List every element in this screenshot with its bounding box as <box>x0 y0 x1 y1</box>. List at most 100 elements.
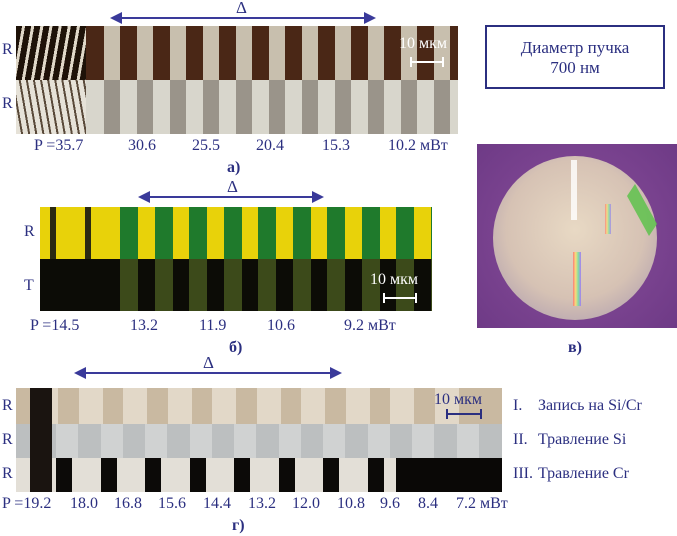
written-line-b <box>430 207 432 259</box>
scale-label-a: 10 мкм <box>399 35 448 52</box>
micrograph-g-etch-cr <box>16 458 502 492</box>
written-line-g3 <box>234 458 250 492</box>
written-line-a <box>401 26 417 80</box>
caption-v: в) <box>568 339 582 356</box>
micrograph-a-bottom <box>16 80 458 134</box>
disc-rainbow-right <box>605 204 611 234</box>
written-line-b <box>396 207 414 259</box>
power-a-2: 25.5 <box>192 137 220 154</box>
written-line-a-r <box>269 80 285 134</box>
written-line-g1 <box>345 388 370 424</box>
written-line-b-t <box>189 259 207 311</box>
delta-arrow-a-left <box>110 12 122 24</box>
written-line-a <box>203 26 219 80</box>
written-line-g3 <box>189 458 206 492</box>
written-line-a-r <box>335 80 351 134</box>
micrograph-a-top <box>16 26 458 80</box>
scale-label-b: 10 мкм <box>370 271 419 288</box>
disc-photo <box>477 144 677 328</box>
written-line-b-t <box>292 259 311 311</box>
disc-rainbow-bottom <box>573 252 581 306</box>
delta-arrow-g-left <box>74 367 86 379</box>
power-g-7: 10.8 <box>337 495 365 512</box>
written-line-a <box>269 26 285 80</box>
power-g-3: 15.6 <box>158 495 186 512</box>
written-line-a <box>368 26 384 80</box>
power-g-1: 18.0 <box>70 495 98 512</box>
written-line-g2 <box>234 424 256 458</box>
written-line-a <box>434 26 450 80</box>
written-line-a-r <box>368 80 384 134</box>
written-line-b <box>223 207 242 259</box>
written-line-b-t <box>430 259 432 311</box>
power-a-5: 10.2 мВт <box>388 137 448 154</box>
written-line-b-edge <box>50 207 56 259</box>
delta-arrow-a-right <box>364 12 376 24</box>
micrograph-b-transmission <box>40 259 432 311</box>
written-line-g2 <box>100 424 123 458</box>
written-line-g2 <box>145 424 167 458</box>
written-line-a <box>104 26 120 80</box>
written-line-g2 <box>323 424 345 458</box>
written-line-g1 <box>78 388 103 424</box>
caption-g: г) <box>232 517 245 534</box>
written-line-g1 <box>256 388 281 424</box>
power-b-2: 11.9 <box>199 317 227 334</box>
written-line-a <box>137 26 153 80</box>
micrograph-g-etch-si <box>16 424 502 458</box>
written-line-g1 <box>301 388 325 424</box>
written-line-g2 <box>412 424 434 458</box>
written-line-g2 <box>456 424 479 458</box>
power-b-4: 9.2 мВт <box>344 317 396 334</box>
written-line-g3 <box>100 458 117 492</box>
delta-arrow-g-right <box>330 367 342 379</box>
legend-num-3: III. <box>513 465 533 482</box>
disc-wafer <box>493 156 657 320</box>
written-line-g1 <box>123 388 147 424</box>
beam-diameter-line2: 700 нм <box>550 58 600 77</box>
row-label-g3: R <box>2 465 13 482</box>
row-label-b2: T <box>24 277 34 294</box>
written-line-b <box>292 207 311 259</box>
power-g-5: 13.2 <box>248 495 276 512</box>
written-line-b <box>120 207 138 259</box>
power-a-4: 15.3 <box>322 137 350 154</box>
written-line-a <box>335 26 351 80</box>
written-line-b-t <box>258 259 276 311</box>
written-line-a-r <box>236 80 252 134</box>
power-g-2: 16.8 <box>114 495 142 512</box>
written-line-a-r <box>203 80 219 134</box>
beam-diameter-line1: Диаметр пучка <box>520 38 630 57</box>
power-a-1: 30.6 <box>128 137 156 154</box>
written-line-a-r <box>137 80 153 134</box>
row-label-g2: R <box>2 431 13 448</box>
written-line-g3 <box>145 458 161 492</box>
power-b-1: 13.2 <box>130 317 158 334</box>
power-b-3: 10.6 <box>267 317 295 334</box>
caption-b: б) <box>229 339 243 356</box>
legend-num-2: II. <box>513 431 528 448</box>
scale-bar-a <box>410 57 444 67</box>
written-line-a <box>170 26 186 80</box>
scale-bar-b <box>383 293 417 303</box>
written-line-b-t <box>223 259 242 311</box>
written-line-a-r <box>104 80 120 134</box>
delta-arrow-a <box>120 17 370 19</box>
written-line-g1 <box>167 388 192 424</box>
written-line-a-r <box>434 80 450 134</box>
delta-arrow-g <box>84 372 336 374</box>
power-b-0: P =14.5 <box>30 317 80 334</box>
power-g-8: 9.6 <box>380 495 400 512</box>
legend-num-1: I. <box>513 397 523 414</box>
disc-green-reflection <box>627 184 657 236</box>
delta-label-g: Δ <box>203 353 214 372</box>
scale-bar-g <box>446 409 482 419</box>
damaged-region-a <box>16 26 86 80</box>
written-line-b-t <box>327 259 345 311</box>
written-line-b-t <box>120 259 138 311</box>
written-line-b <box>154 207 173 259</box>
caption-a: а) <box>227 159 241 176</box>
power-a-3: 20.4 <box>256 137 284 154</box>
power-g-6: 12.0 <box>292 495 320 512</box>
written-line-a-r <box>170 80 186 134</box>
